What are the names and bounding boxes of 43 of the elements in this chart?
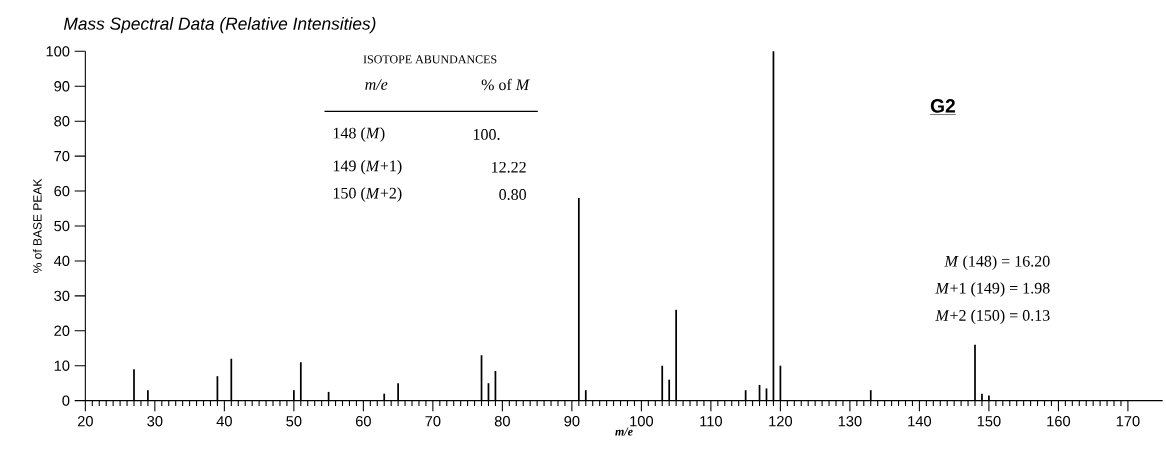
y-tick-label: 50 xyxy=(54,220,70,232)
annotation: M (148) = 16.20 xyxy=(944,255,1050,270)
x-tick-label: 170 xyxy=(1116,416,1140,427)
y-tick-label: 0 xyxy=(62,395,70,406)
y-tick-label: 10 xyxy=(54,360,70,371)
x-tick-label: 30 xyxy=(147,416,163,427)
y-tick-label: 80 xyxy=(54,116,70,127)
annotation: m/e xyxy=(365,79,388,90)
x-tick-label: 80 xyxy=(494,416,510,427)
x-tick-label: 90 xyxy=(564,416,580,427)
annotation: G2 xyxy=(930,99,955,113)
annotation: M+1 (149) = 1.98 xyxy=(935,282,1050,297)
y-axis-title: % of BASE PEAK xyxy=(32,178,42,273)
x-tick-label: 160 xyxy=(1047,416,1071,427)
y-tick-label: 100 xyxy=(46,46,70,57)
y-tick-label: 60 xyxy=(54,185,70,197)
x-tick-label: 110 xyxy=(700,416,722,427)
annotation: 100. xyxy=(473,129,500,140)
y-tick-label: 20 xyxy=(54,325,70,336)
chart-title: Mass Spectral Data (Relative Intensities) xyxy=(63,17,376,34)
x-tick-label: 40 xyxy=(216,416,232,427)
x-tick-label: 20 xyxy=(77,416,93,427)
x-tick-label: 100 xyxy=(630,416,654,427)
x-tick-label: 150 xyxy=(977,416,1001,427)
annotation: M+2 (150) = 0.13 xyxy=(935,309,1050,325)
x-tick-label: 60 xyxy=(355,416,371,427)
y-tick-label: 90 xyxy=(54,81,70,92)
x-tick-label: 50 xyxy=(286,416,302,427)
annotation: 148 (M) xyxy=(333,127,385,142)
x-tick-label: 140 xyxy=(908,416,932,427)
annotation: 149 (M+1) xyxy=(333,160,402,175)
x-axis-title: m/e xyxy=(615,427,633,436)
annotation: 12.22 xyxy=(492,161,526,173)
x-tick-label: 70 xyxy=(425,416,441,427)
annotation: 150 (M+2) xyxy=(333,187,402,202)
annotation: ISOTOPE ABUNDANCES xyxy=(363,55,497,64)
annotation: % of M xyxy=(481,78,530,91)
x-tick-label: 130 xyxy=(838,416,862,427)
y-tick-label: 70 xyxy=(54,150,70,162)
x-tick-label: 120 xyxy=(769,416,793,427)
y-tick-label: 30 xyxy=(54,290,70,302)
annotation: 0.80 xyxy=(499,189,527,200)
y-tick-label: 40 xyxy=(53,255,70,267)
